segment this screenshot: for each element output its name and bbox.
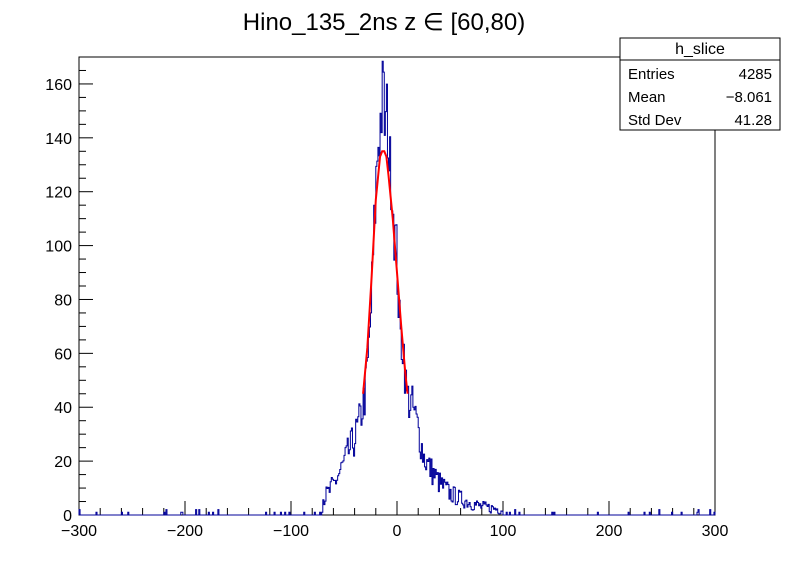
y-tick-label: 40 [54, 400, 72, 417]
x-axis: −300 −200 −100 0 100 200 300 [61, 501, 728, 540]
fit-curve [362, 150, 409, 394]
stats-entries-value: 4285 [739, 66, 772, 83]
x-tick-label: 200 [596, 523, 623, 540]
x-tick-label: −200 [167, 523, 203, 540]
stats-box: h_slice Entries 4285 Mean −8.061 Std Dev… [619, 37, 781, 131]
stats-box-frame [619, 37, 781, 131]
stats-stddev-value: 41.28 [734, 112, 772, 129]
y-tick-label: 60 [54, 346, 72, 363]
stats-mean-label: Mean [628, 89, 666, 106]
y-tick-label: 140 [45, 131, 72, 148]
stats-box-title: h_slice [675, 41, 725, 58]
stats-entries-label: Entries [628, 66, 675, 83]
y-tick-label: 100 [45, 239, 72, 256]
y-axis: 0 20 40 60 80 100 120 140 160 [45, 56, 93, 525]
stats-stddev-label: Std Dev [628, 112, 682, 129]
x-tick-label: −300 [61, 523, 97, 540]
x-tick-label: 100 [490, 523, 517, 540]
x-tick-label: 300 [702, 523, 729, 540]
histogram-series [78, 60, 716, 516]
y-tick-label: 80 [54, 292, 72, 309]
y-tick-label: 0 [63, 508, 72, 525]
chart-title: Hino_135_2ns z ∈ [60,80) [243, 9, 525, 36]
stats-mean-value: −8.061 [726, 89, 772, 106]
y-tick-label: 120 [45, 185, 72, 202]
y-tick-label: 160 [45, 77, 72, 94]
x-tick-label: 0 [393, 523, 402, 540]
x-tick-label: −100 [273, 523, 309, 540]
y-tick-label: 20 [54, 454, 72, 471]
